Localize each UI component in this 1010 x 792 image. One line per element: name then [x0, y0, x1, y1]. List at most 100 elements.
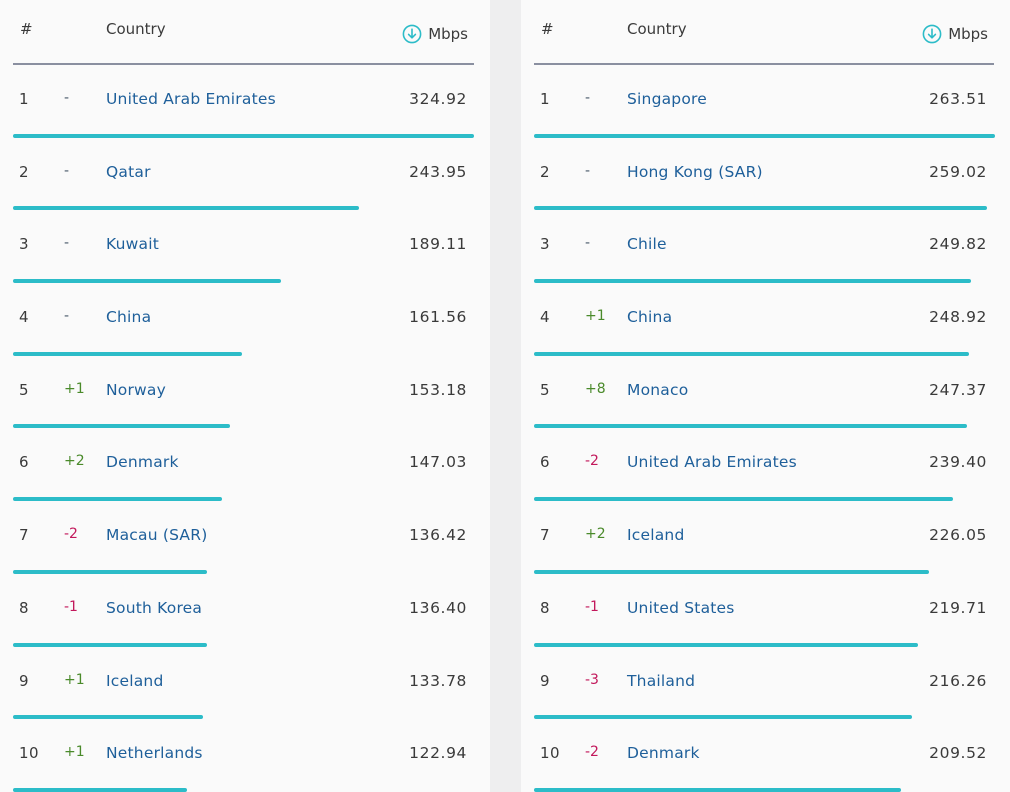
country-link[interactable]: Monaco	[627, 380, 689, 399]
country-link[interactable]: Norway	[106, 380, 166, 399]
rank-number: 3	[19, 235, 30, 254]
rank-number: 9	[540, 671, 551, 690]
speed-bar	[13, 497, 222, 502]
table-rows: 1 - Singapore 263.51 2 - Hong Kong (SAR) 259.02…	[521, 66, 1010, 792]
rank-change: -2	[585, 744, 599, 761]
table-row: 3 - Kuwait 189.11	[0, 211, 490, 284]
speed-value: 133.78	[409, 671, 467, 690]
rank-change: -	[64, 308, 70, 325]
country-column-header[interactable]: Country	[106, 20, 166, 38]
table-row: 6 +2 Denmark 147.03	[0, 429, 490, 502]
country-link[interactable]: China	[106, 308, 152, 327]
rank-change: +1	[64, 744, 85, 761]
country-link[interactable]: South Korea	[106, 598, 203, 617]
speed-value: 216.26	[929, 671, 987, 690]
download-arrow-icon	[922, 24, 942, 44]
rank-number: 7	[540, 526, 551, 545]
country-link[interactable]: Qatar	[106, 162, 151, 181]
rank-number: 1	[19, 90, 30, 108]
table-row: 7 -2 Macau (SAR) 136.42	[0, 502, 490, 575]
rank-number: 7	[19, 526, 30, 545]
country-link[interactable]: Iceland	[106, 671, 164, 690]
speed-value: 259.02	[929, 162, 987, 181]
rank-change: +1	[585, 308, 606, 325]
rank-change: +1	[64, 380, 85, 397]
speed-value: 263.51	[929, 90, 987, 108]
rank-change: +2	[585, 526, 606, 543]
rank-change: -	[64, 235, 70, 252]
speed-bar	[534, 133, 995, 138]
table-row: 4 - China 161.56	[0, 284, 490, 357]
rank-number: 1	[540, 90, 551, 108]
country-link[interactable]: Denmark	[627, 744, 700, 763]
table-row: 10 -2 Denmark 209.52	[521, 720, 1010, 792]
country-link[interactable]: United Arab Emirates	[627, 453, 797, 472]
rank-change: -	[585, 90, 591, 106]
speed-bar	[13, 206, 359, 211]
table-row: 10 +1 Netherlands 122.94	[0, 720, 490, 792]
rank-number: 5	[19, 380, 30, 399]
country-link[interactable]: Netherlands	[106, 744, 203, 763]
rank-change: +2	[64, 453, 85, 470]
country-link[interactable]: Chile	[627, 235, 667, 254]
speed-bar	[534, 279, 971, 284]
country-link[interactable]: Macau (SAR)	[106, 526, 208, 545]
rank-number: 2	[19, 162, 30, 181]
rank-number: 2	[540, 162, 551, 181]
speed-column-header[interactable]: Mbps	[922, 24, 988, 44]
speed-bar	[534, 787, 901, 792]
rank-change: -	[585, 162, 591, 179]
table-row: 2 - Hong Kong (SAR) 259.02	[521, 139, 1010, 212]
rank-number: 10	[19, 744, 40, 763]
country-link[interactable]: China	[627, 308, 673, 327]
speed-value: 161.56	[409, 308, 467, 327]
header-divider	[13, 63, 474, 65]
speed-value: 122.94	[409, 744, 467, 763]
country-link[interactable]: United States	[627, 598, 735, 617]
table-row: 5 +1 Norway 153.18	[0, 357, 490, 430]
table-header: # Country Mbps	[0, 0, 490, 66]
speed-bar	[534, 715, 912, 720]
speed-value: 147.03	[409, 453, 467, 472]
rank-column-header: #	[20, 20, 33, 38]
speed-bar	[13, 133, 474, 138]
table-row: 1 - United Arab Emirates 324.92	[0, 66, 490, 139]
table-rows: 1 - United Arab Emirates 324.92 2 - Qatar 243.9…	[0, 66, 490, 792]
country-link[interactable]: United Arab Emirates	[106, 90, 276, 108]
speed-column-header[interactable]: Mbps	[402, 24, 468, 44]
speed-bar	[13, 715, 203, 720]
speed-bar	[534, 206, 987, 211]
speed-value: 136.40	[409, 598, 467, 617]
country-link[interactable]: Singapore	[627, 90, 707, 108]
table-row: 6 -2 United Arab Emirates 239.40	[521, 429, 1010, 502]
speed-value: 249.82	[929, 235, 987, 254]
speed-value: 226.05	[929, 526, 987, 545]
country-column-header[interactable]: Country	[627, 20, 687, 38]
speed-value: 239.40	[929, 453, 987, 472]
speed-bar	[534, 424, 967, 429]
rank-number: 6	[540, 453, 551, 472]
rank-change: +1	[64, 671, 85, 688]
rank-change: -	[585, 235, 591, 252]
speed-bar	[13, 642, 207, 647]
country-link[interactable]: Iceland	[627, 526, 685, 545]
rank-column-header: #	[541, 20, 554, 38]
rank-change: -2	[585, 453, 599, 470]
country-link[interactable]: Thailand	[627, 671, 696, 690]
table-header: # Country Mbps	[521, 0, 1010, 66]
table-row: 3 - Chile 249.82	[521, 211, 1010, 284]
rank-number: 8	[19, 598, 30, 617]
country-link[interactable]: Denmark	[106, 453, 179, 472]
speed-bar	[534, 569, 929, 574]
rank-number: 10	[540, 744, 561, 763]
country-link[interactable]: Kuwait	[106, 235, 159, 254]
speed-value: 247.37	[929, 380, 987, 399]
download-arrow-icon	[402, 24, 422, 44]
rank-number: 3	[540, 235, 551, 254]
rank-number: 6	[19, 453, 30, 472]
table-row: 8 -1 United States 219.71	[521, 575, 1010, 648]
speed-bar	[534, 642, 918, 647]
speed-value: 243.95	[409, 162, 467, 181]
country-link[interactable]: Hong Kong (SAR)	[627, 162, 763, 181]
rank-change: -	[64, 162, 70, 179]
